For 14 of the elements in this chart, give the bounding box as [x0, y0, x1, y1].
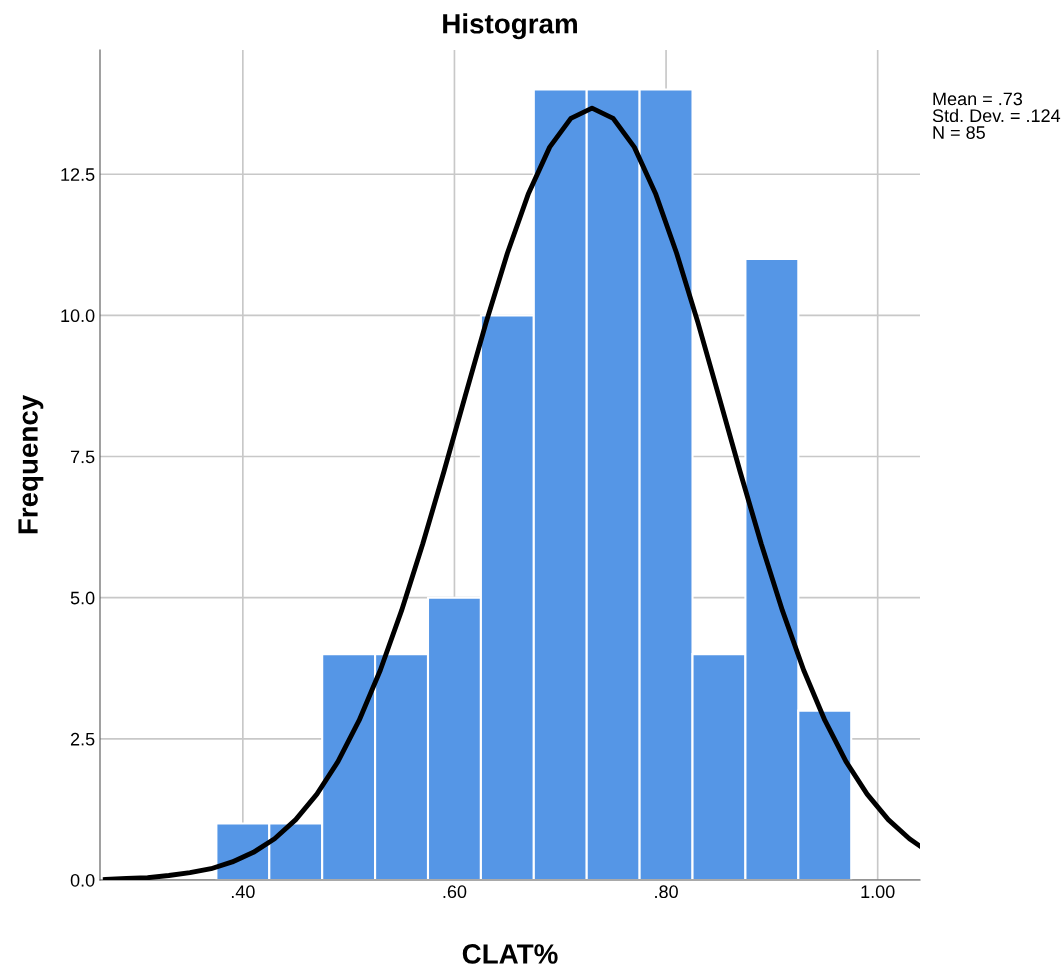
x-tick-label: 1.00	[861, 885, 895, 899]
y-tick-label: 12.5	[61, 168, 95, 181]
y-axis-title: Frequency	[18, 394, 44, 534]
x-tick-label: .80	[655, 885, 678, 899]
y-tick-label: 0.0	[70, 873, 95, 887]
x-tick-label: .60	[443, 885, 467, 899]
text: Mean = .73 Std. Dev. = .124 N = 85	[932, 92, 1061, 139]
x-axis-title: CLAT%	[462, 944, 558, 964]
y-tick-label: 10.0	[61, 309, 95, 323]
chart-title: Histogram	[443, 13, 577, 40]
x-tick-label: .40	[231, 885, 255, 899]
y-tick-label: 7.5	[70, 450, 95, 464]
y-tick-label: 5.0	[70, 591, 95, 605]
y-tick-label: 2.5	[70, 732, 95, 746]
